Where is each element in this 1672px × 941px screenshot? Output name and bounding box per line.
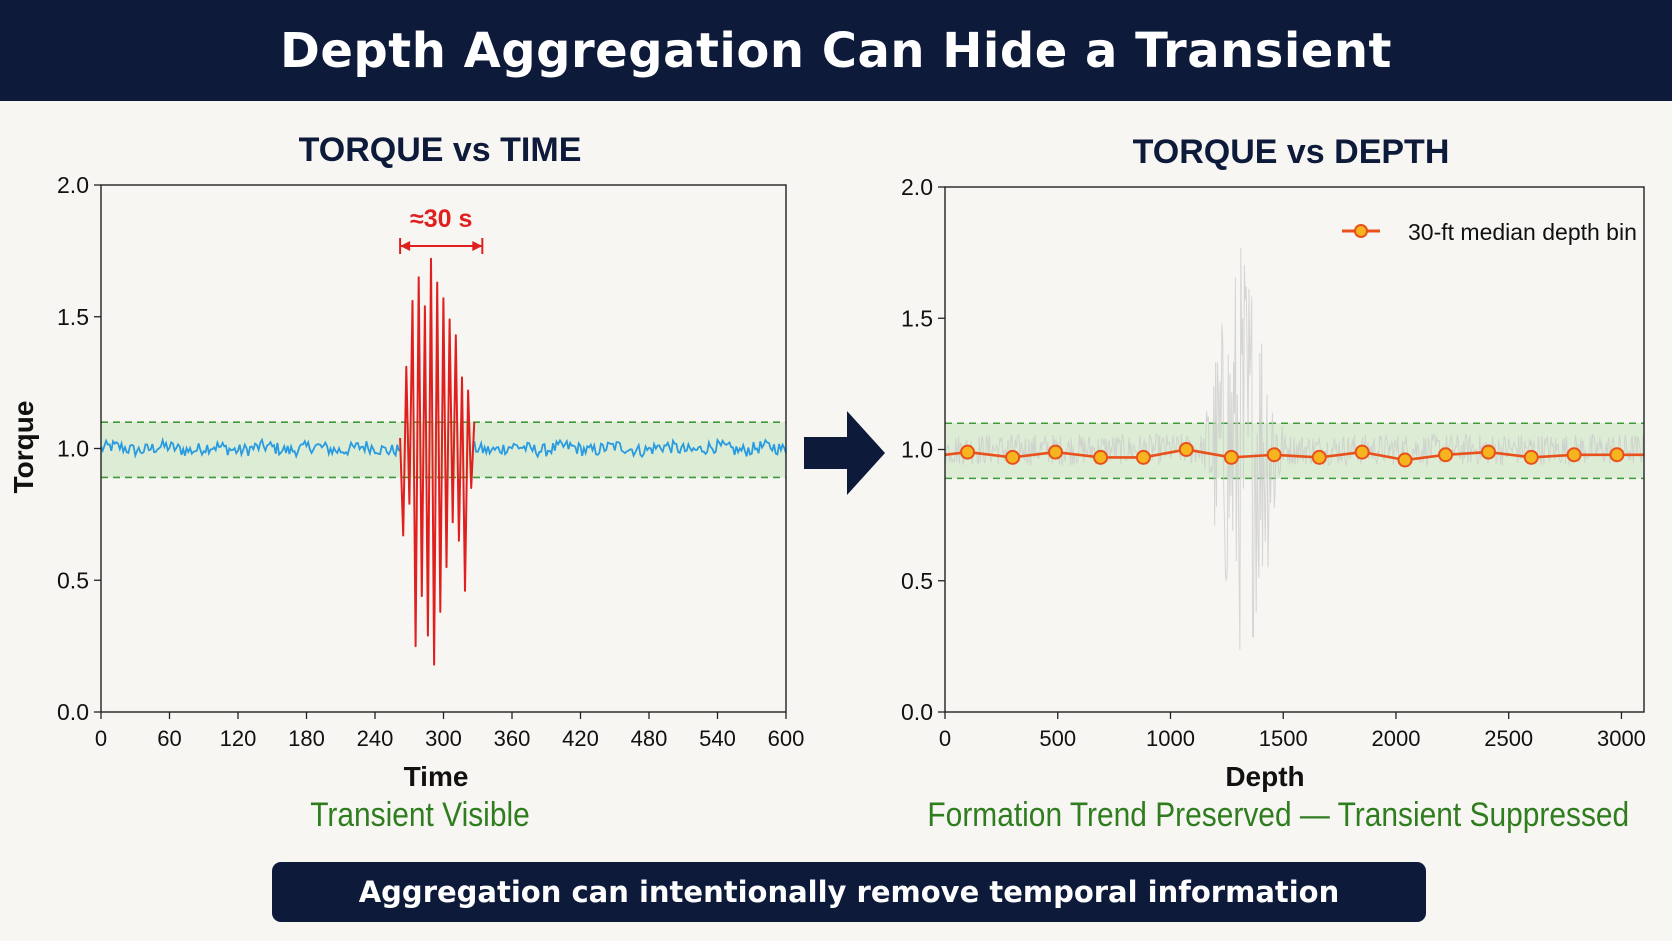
chart-left-title: TORQUE vs TIME — [299, 131, 582, 169]
median-depth-bin-point — [1135, 449, 1151, 465]
median-depth-bin-point — [1178, 442, 1194, 457]
r-y-tick-label: 1.0 — [901, 437, 933, 463]
l-x-tick-label: 600 — [768, 726, 805, 751]
l-y-tick-label: 1.0 — [57, 436, 89, 462]
chart-right-legend: 30-ft median depth bin — [1342, 219, 1637, 245]
chart-left: TORQUE vs TIME 0 60 120 180 240 300 360 420 480 5… — [8, 131, 804, 792]
l-x-tick-label: 120 — [220, 726, 257, 751]
median-depth-bin-point — [960, 444, 976, 460]
l-x-tick-label: 480 — [631, 726, 668, 751]
l-y-tick-label: 1.5 — [57, 304, 89, 330]
median-depth-bin-point — [1223, 449, 1239, 465]
duration-arrowhead-left — [400, 241, 411, 251]
median-depth-bin-point — [1609, 447, 1625, 463]
transient-duration-marker — [399, 238, 484, 254]
chart-left-y-axis-label: Torque — [8, 401, 39, 494]
median-depth-bin-point — [1093, 449, 1109, 465]
median-depth-bin-point — [1047, 444, 1063, 460]
torque-time-trace-before — [100, 436, 400, 460]
r-x-tick-label: 3000 — [1597, 726, 1646, 751]
transient-duration-label: ≈30 s — [410, 205, 472, 233]
torque-time-trace-after — [473, 437, 787, 459]
r-y-tick-label: 2.0 — [901, 174, 933, 200]
r-x-tick-label: 1500 — [1259, 726, 1308, 751]
l-x-tick-label: 0 — [95, 726, 107, 751]
median-depth-bin-point — [1566, 447, 1582, 463]
page-title: Depth Aggregation Can Hide a Transient — [0, 0, 1672, 101]
l-y-tick-label: 2.0 — [57, 172, 89, 198]
median-depth-bin-point — [1005, 449, 1021, 465]
chart-left-normal-band — [101, 422, 786, 478]
footer-banner: Aggregation can intentionally remove tem… — [272, 862, 1426, 922]
r-y-tick-label: 0.5 — [901, 568, 933, 594]
chart-right-title: TORQUE vs DEPTH — [1133, 133, 1450, 171]
median-depth-bin-point — [1397, 452, 1413, 468]
chart-right-caption: Formation Trend Preserved — Transient Su… — [927, 796, 1630, 834]
median-depth-bin-point — [1311, 449, 1327, 465]
r-x-tick-label: 2000 — [1371, 726, 1420, 751]
l-x-tick-label: 60 — [157, 726, 181, 751]
chart-left-caption: Transient Visible — [310, 796, 530, 834]
r-x-tick-label: 1000 — [1146, 726, 1195, 751]
l-x-tick-label: 300 — [425, 726, 462, 751]
chart-left-x-axis-label: Time — [404, 761, 469, 792]
chart-right: TORQUE vs DEPTH 0 500 1000 1500 2000 2500 3000… — [901, 133, 1646, 792]
legend-marker-swatch — [1354, 224, 1368, 238]
duration-arrowhead-right — [472, 241, 483, 251]
l-y-tick-label: 0.0 — [57, 699, 89, 725]
median-depth-bin-point — [1480, 444, 1496, 460]
transient-burst-trace — [399, 257, 476, 666]
l-x-tick-label: 420 — [562, 726, 599, 751]
figure: TORQUE vs TIME 0 60 120 180 240 300 360 420 480 5… — [8, 131, 1646, 792]
l-x-tick-label: 540 — [699, 726, 736, 751]
l-y-tick-label: 0.5 — [57, 567, 89, 593]
r-y-tick-label: 1.5 — [901, 305, 933, 331]
l-x-tick-label: 180 — [288, 726, 325, 751]
median-depth-bin-point — [1438, 447, 1454, 463]
median-depth-bin-point — [1523, 449, 1539, 465]
r-x-tick-label: 2500 — [1484, 726, 1533, 751]
median-depth-bin-point — [1354, 444, 1370, 460]
legend-label: 30-ft median depth bin — [1408, 219, 1637, 245]
r-x-tick-label: 0 — [939, 726, 951, 751]
r-x-tick-label: 500 — [1039, 726, 1076, 751]
chart-right-x-axis-label: Depth — [1225, 761, 1304, 792]
median-depth-bin-point — [1266, 447, 1282, 463]
l-x-tick-label: 360 — [494, 726, 531, 751]
r-y-tick-label: 0.0 — [901, 699, 933, 725]
right-arrow-icon — [804, 411, 885, 495]
l-x-tick-label: 240 — [357, 726, 394, 751]
